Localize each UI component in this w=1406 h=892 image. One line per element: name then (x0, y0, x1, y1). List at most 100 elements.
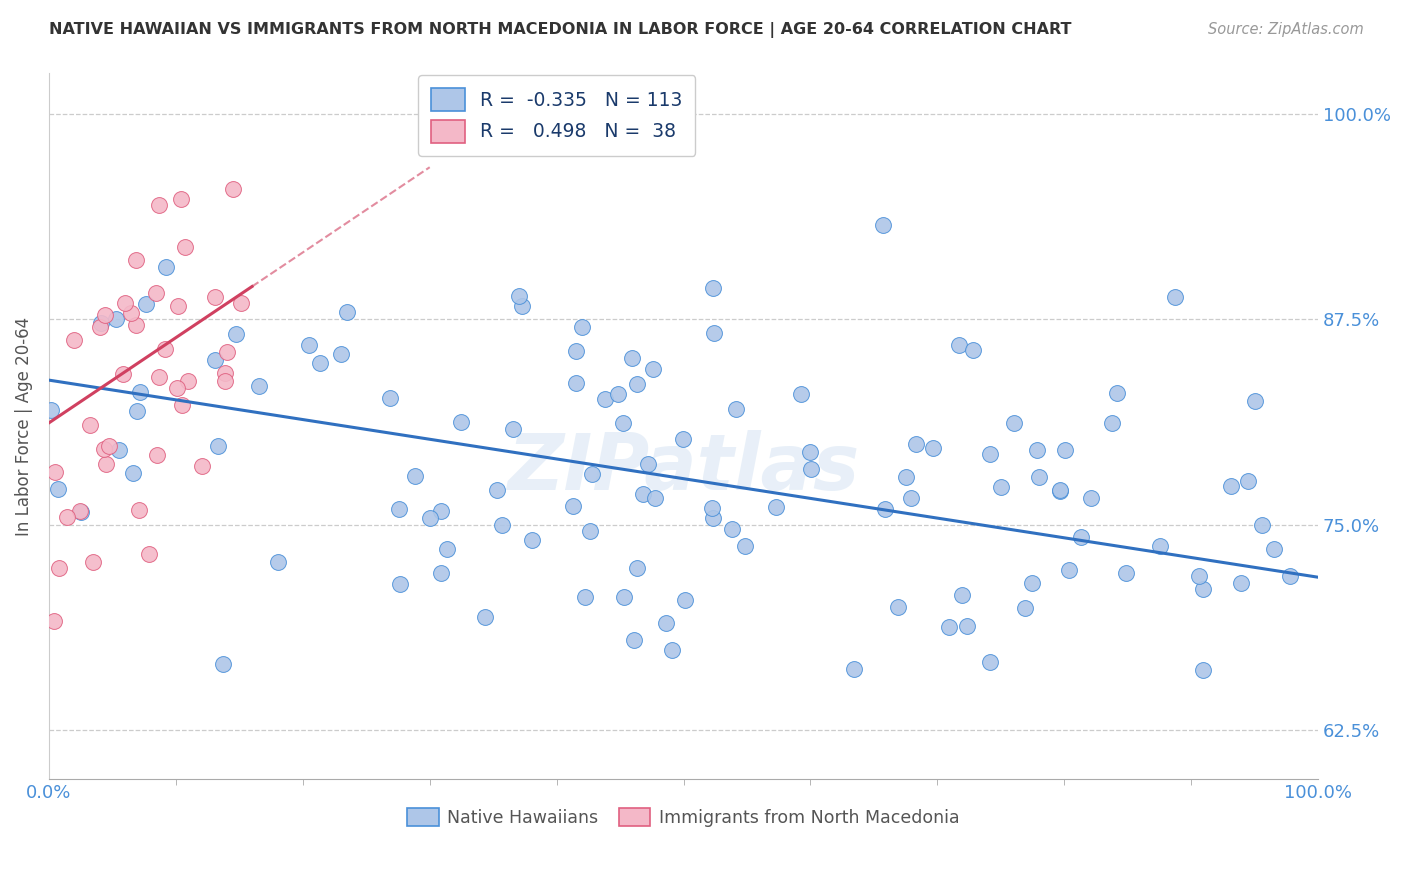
Point (98, 438, 121, 452)
Point (62, 333, 84, 347)
Point (790, 387, 813, 401)
Point (166, 300, 188, 314)
Point (842, 662, 865, 676)
Point (430, 503, 453, 517)
Point (450, 415, 472, 429)
Point (938, 620, 960, 634)
Point (170, 192, 193, 206)
Point (129, 385, 152, 400)
Point (734, 539, 756, 553)
Point (613, 590, 636, 604)
Point (146, 448, 169, 462)
Point (1192, 663, 1215, 677)
Point (1188, 569, 1211, 583)
Point (1230, 576, 1253, 591)
Point (90, 316, 112, 330)
Point (48, 560, 70, 574)
Legend: Native Hawaiians, Immigrants from North Macedonia: Native Hawaiians, Immigrants from North … (401, 802, 967, 834)
Point (204, 290, 226, 304)
Text: NATIVE HAWAIIAN VS IMMIGRANTS FROM NORTH MACEDONIA IN LABOR FORCE | AGE 20-64 CO: NATIVE HAWAIIAN VS IMMIGRANTS FROM NORTH… (49, 22, 1071, 38)
Point (1002, 417, 1025, 431)
Point (1279, 569, 1302, 583)
Point (637, 457, 659, 471)
Point (950, 588, 973, 602)
Point (148, 198, 170, 212)
Point (900, 491, 922, 505)
Point (702, 281, 724, 295)
Point (1070, 530, 1092, 544)
Point (626, 376, 648, 391)
Point (1219, 479, 1241, 493)
Point (69, 503, 91, 517)
Point (522, 533, 544, 547)
Point (378, 391, 401, 405)
Point (120, 306, 142, 320)
Point (222, 182, 245, 196)
Point (873, 501, 896, 516)
Point (148, 370, 170, 384)
Point (1014, 600, 1036, 615)
Point (204, 353, 226, 368)
Point (641, 361, 664, 376)
Point (207, 439, 229, 453)
Point (564, 344, 586, 359)
Point (1080, 491, 1102, 506)
Point (170, 399, 193, 413)
Point (702, 511, 724, 525)
Point (166, 381, 188, 395)
Point (229, 295, 252, 310)
Point (114, 295, 136, 310)
Point (155, 342, 177, 356)
Point (225, 327, 247, 342)
Point (42, 614, 65, 628)
Point (872, 219, 894, 233)
Point (125, 404, 148, 418)
Point (626, 561, 648, 575)
Point (491, 518, 513, 533)
Point (388, 502, 411, 516)
Point (44, 465, 66, 479)
Point (1049, 483, 1071, 497)
Point (82, 555, 104, 569)
Point (430, 566, 453, 580)
Point (474, 610, 496, 624)
Point (125, 318, 148, 333)
Point (1021, 576, 1043, 591)
Point (93, 442, 115, 456)
Point (79, 418, 101, 433)
Point (672, 432, 695, 446)
Point (46, 482, 69, 496)
Point (725, 402, 748, 417)
Point (94, 308, 117, 322)
Point (800, 462, 823, 476)
Point (89, 319, 111, 334)
Point (765, 500, 787, 514)
Point (644, 491, 666, 505)
Point (721, 522, 744, 536)
Point (571, 320, 593, 334)
Point (921, 441, 943, 455)
Point (155, 260, 177, 274)
Point (1028, 469, 1050, 483)
Point (654, 615, 676, 630)
Text: ZIPatlas: ZIPatlas (508, 431, 859, 507)
Point (661, 643, 683, 657)
Point (108, 443, 131, 458)
Point (191, 458, 214, 473)
Point (211, 657, 233, 672)
Point (1191, 582, 1213, 596)
Point (606, 387, 628, 401)
Point (308, 356, 330, 370)
Point (174, 239, 197, 253)
Point (595, 392, 617, 406)
Point (69, 505, 91, 519)
Point (700, 501, 723, 516)
Point (214, 374, 236, 388)
Point (336, 305, 359, 319)
Point (214, 367, 236, 381)
Point (979, 655, 1001, 669)
Point (1237, 474, 1260, 488)
Point (247, 378, 270, 392)
Point (1115, 566, 1137, 581)
Point (894, 470, 917, 484)
